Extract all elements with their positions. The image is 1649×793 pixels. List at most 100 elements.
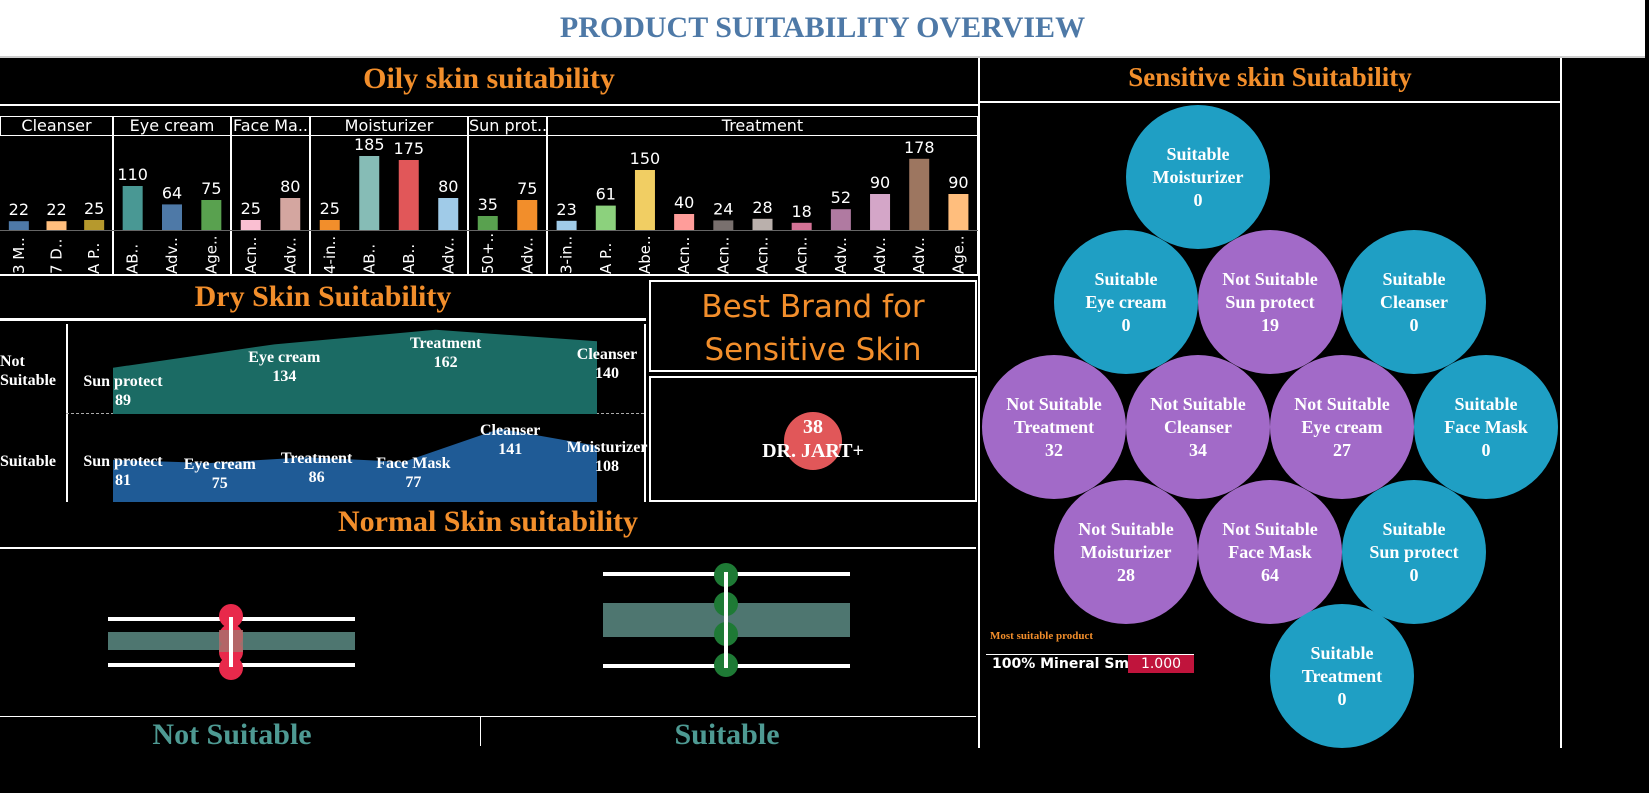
oily-category-header: Face Ma.. [231, 116, 310, 136]
bubble-status: Suitable [1166, 143, 1230, 164]
most-suitable-label: Most suitable product [990, 630, 1094, 642]
dry-point-category: Moisturizer [566, 438, 648, 456]
normal-chart-not-suitable [108, 604, 355, 680]
oily-bar [595, 205, 616, 230]
bubble-product: Sun protect [1369, 541, 1459, 562]
dry-point-category: Face Mask [376, 454, 451, 472]
oily-x-tick: Acn.. [754, 237, 772, 274]
sensitive-bubble: Not Suitable Eye cream 27 [1270, 355, 1414, 499]
bubble-value: 0 [1121, 314, 1131, 335]
oily-category-header: Eye cream [113, 116, 231, 136]
oily-bar-value: 75 [201, 179, 221, 198]
bubble-status: Suitable [1382, 518, 1446, 539]
oily-x-tick: Adv.. [281, 237, 299, 274]
sensitive-bubble: Not Suitable Cleanser 34 [1126, 355, 1270, 499]
oily-bar [201, 200, 222, 230]
dashboard-title-bar: PRODUCT SUITABILITY OVERVIEW [0, 0, 1645, 58]
oily-bar-value: 25 [84, 199, 104, 218]
dry-point-category: Treatment [409, 334, 482, 352]
oily-category-header: Sun prot.. [468, 116, 547, 136]
oily-group-divider [230, 134, 232, 276]
bubble-product: Treatment [1013, 416, 1095, 437]
oily-x-tick: AB.. [360, 244, 378, 274]
sensitive-bubble: Not Suitable Moisturizer 28 [1054, 480, 1198, 624]
oily-bar [674, 214, 695, 230]
bubble-value: 0 [1409, 564, 1419, 585]
bubble-status: Suitable [1382, 268, 1446, 289]
most-suitable-product: 100% Mineral Sm.. [992, 656, 1140, 672]
oily-bar-value: 90 [870, 173, 890, 192]
oily-x-tick: Adv.. [871, 237, 889, 274]
oily-x-tick: AB.. [400, 244, 418, 274]
oily-category-header: Cleanser [0, 116, 113, 136]
bubble-status: Not Suitable [1150, 393, 1246, 414]
bubble-value: 28 [1117, 564, 1135, 585]
dry-point-category: Cleanser [576, 346, 638, 364]
oily-x-tick: 50+.. [479, 233, 497, 274]
best-brand-name: DR. JART+ [762, 440, 864, 462]
oily-bar-value: 40 [674, 193, 694, 212]
oily-x-tick: A P.. [85, 243, 103, 274]
bubble-status: Suitable [1454, 393, 1518, 414]
sensitive-bubble: Suitable Sun protect 0 [1342, 480, 1486, 624]
divider [480, 716, 481, 746]
bubble-value: 27 [1333, 439, 1351, 460]
dry-point-value: 162 [433, 353, 458, 371]
normal-pane-title: Normal Skin suitability [337, 505, 639, 538]
dry-point-value: 134 [272, 368, 297, 386]
dry-point-category: Cleanser [479, 421, 541, 439]
oily-x-tick: 4-in.. [321, 236, 339, 274]
sensitive-bubble: Suitable Treatment 0 [1270, 604, 1414, 748]
bubble-status: Suitable [1310, 642, 1374, 663]
oily-bar [8, 221, 29, 230]
oily-bar [477, 216, 498, 230]
sensitive-bubble: Suitable Cleanser 0 [1342, 230, 1486, 374]
bubble-value: 32 [1045, 439, 1063, 460]
oily-bar [162, 204, 182, 230]
oily-bar [359, 156, 380, 230]
sensitive-bubble: Not Suitable Face Mask 64 [1198, 480, 1342, 624]
oily-bar-value: 110 [117, 165, 148, 184]
bubble-value: 34 [1189, 439, 1207, 460]
bubble-status: Not Suitable [1222, 518, 1318, 539]
oily-bar [870, 194, 891, 230]
bubble-product: Cleanser [1164, 416, 1232, 437]
oily-bar-value: 24 [713, 199, 733, 218]
oily-x-tick: Acn.. [242, 237, 260, 274]
oily-bar-value: 52 [831, 188, 851, 207]
oily-x-tick: Acn.. [675, 237, 693, 274]
dry-point-category: Eye cream [183, 456, 256, 473]
oily-bar [438, 198, 459, 230]
oily-bar-value: 25 [320, 199, 340, 218]
oily-x-tick: 7 D.. [48, 239, 66, 274]
oily-x-tick: A P.. [597, 243, 615, 274]
oily-bar [240, 220, 261, 230]
oily-bar-value: 80 [438, 177, 458, 196]
bubble-product: Cleanser [1380, 291, 1448, 312]
normal-chart-suitable [603, 563, 850, 677]
oily-bar [909, 158, 930, 230]
oily-x-tick: Adv.. [910, 237, 928, 274]
bubble-value: 0 [1409, 314, 1419, 335]
oily-bar-value: 185 [354, 135, 385, 154]
oily-bar-value: 175 [393, 139, 424, 158]
bubble-value: 0 [1481, 439, 1491, 460]
dashboard-title: PRODUCT SUITABILITY OVERVIEW [559, 11, 1086, 44]
dry-point-value: 140 [595, 365, 619, 383]
oily-x-tick: 3-in.. [558, 236, 576, 274]
bubble-status: Suitable [1094, 268, 1158, 289]
bubble-status: Not Suitable [1222, 268, 1318, 289]
bubble-product: Face Mask [1228, 541, 1312, 562]
dry-point-category: Sun protect [83, 452, 163, 470]
oily-bar-value: 25 [241, 199, 261, 218]
dry-point-label: Treatment 162 [396, 334, 496, 372]
oily-bar [122, 186, 143, 230]
oily-bar [556, 220, 577, 230]
oily-bar [713, 220, 734, 230]
dry-point-value: 89 [115, 391, 131, 409]
bubble-product: Face Mask [1444, 416, 1528, 437]
bubble-value: 0 [1193, 189, 1203, 210]
oily-x-tick: Adv.. [163, 237, 181, 274]
dry-point-label: Eye cream 75 [170, 455, 270, 493]
dry-point-value: 75 [211, 475, 228, 492]
